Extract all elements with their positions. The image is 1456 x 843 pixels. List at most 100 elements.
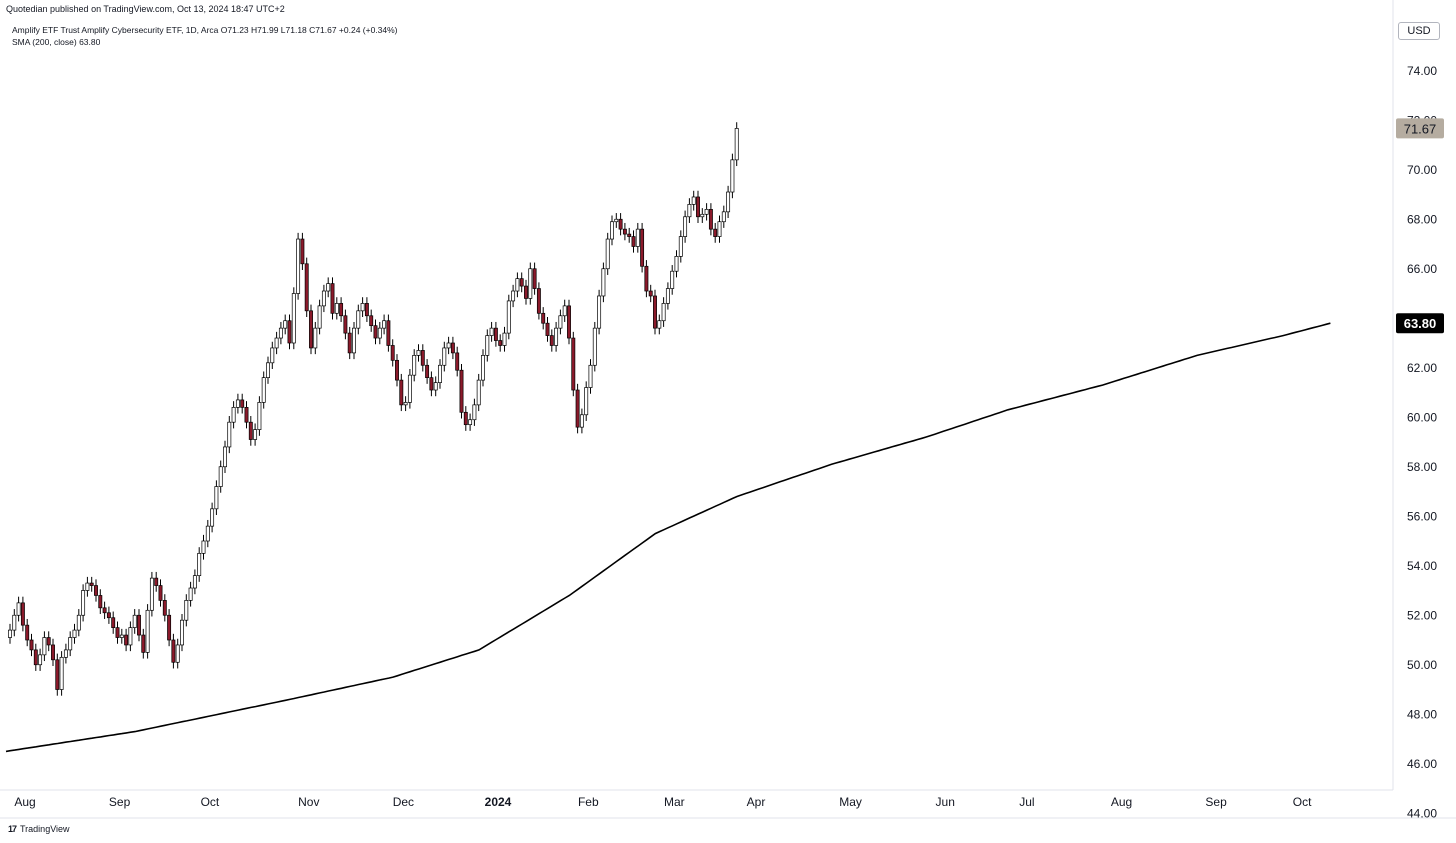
- x-tick-label: Sep: [1205, 795, 1227, 809]
- candle-down: [46, 637, 51, 646]
- candle-down: [171, 639, 176, 663]
- y-tick-label: 70.00: [1407, 163, 1437, 177]
- candle-up: [528, 268, 533, 299]
- candle-up: [665, 288, 670, 304]
- candle-up: [180, 619, 184, 646]
- candle-down: [343, 315, 348, 334]
- x-tick-label: Dec: [393, 795, 414, 809]
- candle-up: [201, 540, 206, 554]
- x-tick-label: Aug: [14, 795, 35, 809]
- candle-down: [618, 218, 623, 230]
- candle-up: [442, 347, 447, 366]
- x-tick-label: Feb: [578, 795, 599, 809]
- candle-up: [119, 634, 124, 638]
- candle-down: [708, 209, 713, 230]
- candle-up: [274, 337, 279, 349]
- price-labels: 71.67 63.80: [1396, 118, 1444, 334]
- candle-up: [214, 486, 219, 510]
- candle-up: [472, 404, 477, 421]
- candle-down: [571, 337, 576, 391]
- candle-down: [622, 228, 627, 235]
- candle-up: [377, 327, 382, 339]
- candle-up: [188, 587, 193, 601]
- candle-down: [390, 345, 395, 361]
- candle-down: [420, 350, 425, 366]
- candle-up: [704, 209, 709, 215]
- currency-button[interactable]: USD: [1398, 22, 1440, 40]
- candle-up: [506, 300, 511, 334]
- candle-down: [450, 342, 455, 354]
- sma-indicator-line[interactable]: SMA (200, close) 63.80: [12, 37, 101, 47]
- candle-down: [154, 577, 159, 586]
- candle-up: [175, 644, 180, 663]
- candle-down: [498, 340, 503, 346]
- candle-down: [524, 285, 528, 299]
- candle-up: [515, 278, 520, 292]
- y-tick-label: 48.00: [1407, 707, 1437, 721]
- candle-up: [184, 600, 189, 621]
- candle-down: [463, 411, 468, 426]
- tradingview-footer[interactable]: 17 TradingView: [8, 824, 70, 834]
- candle-down: [55, 659, 60, 690]
- y-tick-label: 52.00: [1407, 608, 1437, 622]
- candle-down: [399, 379, 404, 406]
- candle-up: [674, 256, 679, 272]
- y-tick-label: 66.00: [1407, 262, 1437, 276]
- candle-up: [210, 508, 215, 527]
- y-tick-label: 44.00: [1407, 806, 1437, 820]
- candle-down: [369, 315, 374, 327]
- candle-up: [261, 377, 266, 403]
- candle-down: [137, 614, 141, 636]
- x-tick-label: Jul: [1019, 795, 1034, 809]
- candles-layer: [8, 122, 739, 696]
- candle-down: [248, 421, 253, 440]
- candle-down: [29, 639, 34, 651]
- candle-down: [653, 295, 657, 329]
- candle-up: [700, 213, 705, 218]
- last-price-value: 71.67: [1404, 121, 1437, 136]
- symbol-ohlc-line[interactable]: Amplify ETF Trust Amplify Cybersecurity …: [12, 25, 398, 35]
- candle-down: [309, 310, 313, 349]
- candle-down: [575, 389, 580, 428]
- candle-down: [167, 614, 172, 641]
- candle-up: [734, 128, 739, 161]
- y-tick-label: 60.00: [1407, 410, 1437, 424]
- candle-up: [554, 327, 559, 346]
- x-tick-label: Apr: [747, 795, 766, 809]
- tradingview-brand: TradingView: [20, 824, 70, 834]
- candle-down: [102, 607, 107, 614]
- candle-up: [231, 407, 236, 423]
- candle-down: [124, 634, 129, 646]
- candle-up: [334, 303, 339, 314]
- candle-down: [364, 303, 369, 317]
- candle-down: [94, 585, 98, 596]
- candle-down: [429, 377, 434, 391]
- candle-down: [493, 327, 498, 341]
- candle-up: [192, 575, 197, 589]
- candle-up: [16, 602, 21, 616]
- candle-up: [558, 315, 563, 329]
- candle-down: [627, 233, 632, 237]
- candle-up: [317, 305, 322, 329]
- candle-up: [407, 374, 412, 403]
- candle-up: [661, 303, 666, 322]
- candle-up: [145, 609, 150, 653]
- candle-up: [42, 637, 47, 656]
- candle-up: [227, 421, 232, 448]
- candle-up: [511, 290, 516, 302]
- candle-down: [549, 335, 554, 346]
- candle-up: [235, 399, 240, 408]
- candle-down: [158, 585, 163, 601]
- candle-down: [425, 364, 430, 378]
- candle-up: [433, 382, 438, 391]
- candle-down: [240, 399, 245, 408]
- candle-up: [584, 387, 589, 416]
- candle-up: [446, 342, 451, 349]
- candle-up: [257, 402, 262, 430]
- y-tick-label: 58.00: [1407, 460, 1437, 474]
- x-tick-label: 2024: [485, 795, 512, 809]
- candle-up: [218, 466, 223, 487]
- x-tick-label: Oct: [1293, 795, 1312, 809]
- sma-200-line: [5, 322, 1331, 753]
